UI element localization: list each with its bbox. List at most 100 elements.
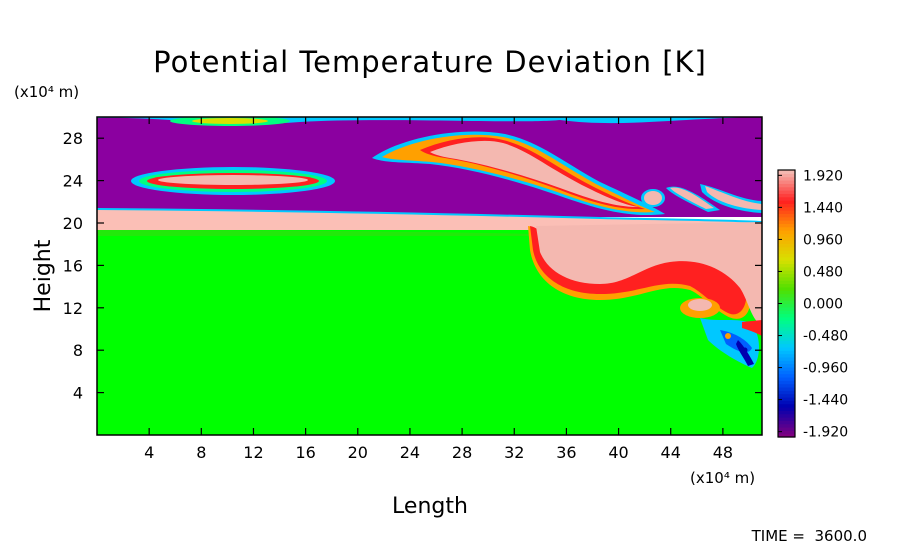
colorbar-cell xyxy=(778,433,795,438)
x-tick-label: 44 xyxy=(661,443,681,462)
x-tick-label: 36 xyxy=(556,443,576,462)
colorbar-tick-label: -1.440 xyxy=(803,393,848,409)
colorbar-cell xyxy=(778,340,795,345)
colorbar-cell xyxy=(778,250,795,255)
colorbar-tick-label: -0.480 xyxy=(803,329,848,345)
colorbar-cell xyxy=(778,173,795,178)
inversion-band xyxy=(97,209,762,230)
colorbar-tick-label: 1.440 xyxy=(803,200,843,216)
colorbar-cell xyxy=(778,323,795,328)
y-tick-label: 20 xyxy=(63,214,83,233)
colorbar-cell xyxy=(778,253,795,258)
colorbar-cell xyxy=(778,403,795,408)
plot-frame xyxy=(96,116,763,436)
colorbar-cell xyxy=(778,286,795,291)
colorbar-cell xyxy=(778,290,795,295)
colorbar-cell xyxy=(778,280,795,285)
colorbar-cell xyxy=(778,413,795,418)
colorbar-cell xyxy=(778,196,795,201)
x-tick-label: 20 xyxy=(348,443,368,462)
x-tick-label: 24 xyxy=(400,443,420,462)
colorbar-cell xyxy=(778,373,795,378)
colorbar-cell xyxy=(778,376,795,381)
colorbar-cell xyxy=(778,276,795,281)
y-tick-label: 12 xyxy=(63,299,83,318)
colorbar-cell xyxy=(778,186,795,191)
warm-plume-right xyxy=(528,222,762,368)
colorbar-cell xyxy=(778,400,795,405)
y-tick-label: 16 xyxy=(63,256,83,275)
colorbar-cell xyxy=(778,426,795,431)
y-axis-label: Height xyxy=(31,239,56,312)
warm-tongue-upper xyxy=(372,131,762,216)
colorbar-cell xyxy=(778,360,795,365)
colorbar-cell xyxy=(778,273,795,278)
x-axis: 4 8 12 16 20 24 28 32 36 40 44 48 xyxy=(144,117,733,462)
colorbar-cell xyxy=(778,406,795,411)
colorbar-cell xyxy=(778,170,795,174)
colorbar-cell xyxy=(778,236,795,241)
x-axis-label: Length xyxy=(392,494,468,519)
heatmap-field xyxy=(97,117,762,435)
y-tick-label: 4 xyxy=(73,384,83,403)
colorbar-tick-label: 0.960 xyxy=(803,232,843,248)
colorbar-cell xyxy=(778,326,795,331)
colorbar-cell xyxy=(778,243,795,248)
colorbar-cell xyxy=(778,270,795,275)
colorbar-cell xyxy=(778,320,795,325)
colorbar-cell xyxy=(778,306,795,311)
colorbar-cell xyxy=(778,350,795,355)
colorbar-cell xyxy=(778,333,795,338)
time-label: TIME = 3600.0 xyxy=(751,527,867,544)
colorbar-cell xyxy=(778,176,795,181)
top-edge-blob-core xyxy=(192,118,268,124)
colorbar-cell xyxy=(778,363,795,368)
colorbar-cell xyxy=(778,190,795,194)
y-axis: 4 8 12 16 20 24 28 xyxy=(63,129,762,403)
colorbar-cell xyxy=(778,283,795,288)
y-tick-label: 28 xyxy=(63,129,83,148)
colorbar-cell xyxy=(778,380,795,385)
colorbar-cell xyxy=(778,193,795,198)
colorbar-cell xyxy=(778,396,795,401)
x-tick-label: 28 xyxy=(452,443,472,462)
colorbar-cell xyxy=(778,430,795,435)
y-unit-label: (x10⁴ m) xyxy=(14,83,79,101)
x-tick-label: 16 xyxy=(295,443,315,462)
colorbar-cell xyxy=(778,180,795,184)
colorbar-cell xyxy=(778,416,795,421)
colorbar-cell xyxy=(778,300,795,305)
x-tick-label: 48 xyxy=(713,443,733,462)
colorbar-cell xyxy=(778,223,795,228)
colorbar-cell xyxy=(778,206,795,211)
colorbar-cell xyxy=(778,356,795,361)
y-tick-label: 24 xyxy=(63,172,83,191)
y-tick-label: 8 xyxy=(73,341,83,360)
colorbar-cell xyxy=(778,266,795,271)
colorbar-cell xyxy=(778,423,795,428)
colorbar-cell xyxy=(778,240,795,245)
colorbar-cell xyxy=(778,336,795,341)
colorbar-cell xyxy=(778,343,795,348)
colorbar-cell xyxy=(778,246,795,251)
colorbar-cell xyxy=(778,233,795,238)
x-tick-label: 32 xyxy=(504,443,524,462)
x-unit-label: (x10⁴ m) xyxy=(690,469,755,487)
colorbar-cell xyxy=(778,213,795,218)
colorbar-cell xyxy=(778,226,795,231)
colorbar-tick-label: 1.920 xyxy=(803,168,843,184)
x-tick-label: 40 xyxy=(608,443,628,462)
colorbar-cell xyxy=(778,296,795,301)
colorbar-cell xyxy=(778,366,795,371)
colorbar-cell xyxy=(778,303,795,308)
colorbar-tick-label: 0.000 xyxy=(803,297,843,313)
colorbar-cell xyxy=(778,316,795,321)
colorbar-cell xyxy=(778,220,795,224)
colorbar-cell xyxy=(778,390,795,395)
colorbar-cell xyxy=(778,420,795,425)
colorbar-cell xyxy=(778,310,795,315)
colorbar-cell xyxy=(778,293,795,298)
colorbar-cell xyxy=(778,313,795,318)
colorbar-cell xyxy=(778,393,795,398)
